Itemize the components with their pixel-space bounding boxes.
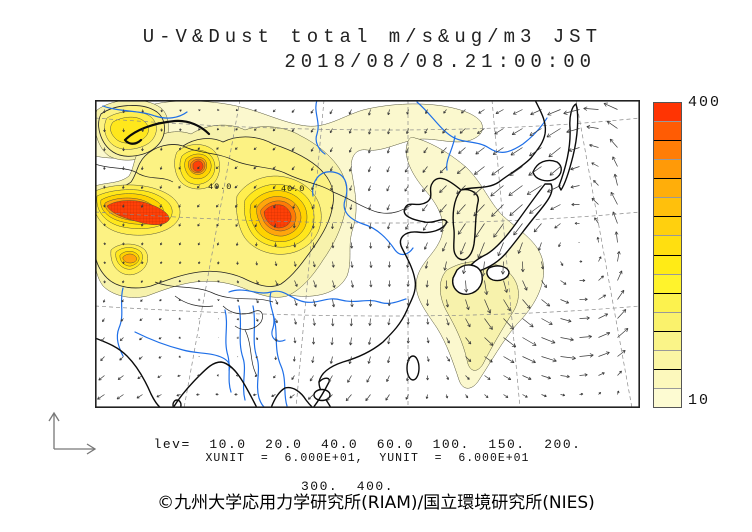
colorbar-cell bbox=[654, 292, 681, 312]
colorbar-cell bbox=[654, 273, 681, 293]
colorbar-cell bbox=[654, 387, 681, 407]
colorbar-cell bbox=[654, 311, 681, 331]
colorbar-max-label: 400 bbox=[688, 94, 722, 111]
colorbar-cell bbox=[654, 349, 681, 369]
colorbar-cell bbox=[654, 254, 681, 274]
colorbar-cell bbox=[654, 216, 681, 236]
colorbar-min-label: 10 bbox=[688, 392, 711, 409]
copyright-text: ©九州大学応用力学研究所(RIAM)/国立環境研究所(NIES) bbox=[157, 493, 595, 513]
svg-text:40.0: 40.0 bbox=[208, 182, 232, 192]
colorbar-cell bbox=[654, 103, 681, 122]
axis-orientation-icon bbox=[48, 411, 97, 455]
colorbar-cell bbox=[654, 235, 681, 255]
lake-balkhash bbox=[123, 119, 211, 145]
country-borders bbox=[95, 145, 414, 377]
plot-title: U-V&Dust total m/s&ug/m3 JST bbox=[142, 26, 602, 48]
map-frame bbox=[95, 100, 640, 408]
colorbar-cell bbox=[654, 159, 681, 179]
levels-line-2: 300. 400. bbox=[300, 479, 394, 494]
plot-datetime: 2018/08/08.21:00:00 bbox=[284, 51, 596, 73]
rivers bbox=[102, 100, 548, 408]
levels-line-1: lev= 10.0 20.0 40.0 60.0 100. 150. 200. bbox=[153, 437, 582, 452]
colorbar bbox=[653, 102, 682, 408]
coastlines bbox=[95, 100, 579, 408]
wind-vector-field bbox=[97, 102, 629, 402]
vector-units-text: XUNIT = 6.000E+01, YUNIT = 6.000E+01 bbox=[205, 452, 530, 465]
colorbar-cell bbox=[654, 121, 681, 141]
colorbar-cell bbox=[654, 178, 681, 198]
colorbar-cell bbox=[654, 368, 681, 388]
colorbar-cell bbox=[654, 197, 681, 217]
map-plot: 40.0 40.0 bbox=[95, 100, 640, 408]
contour-levels-text: lev= 10.0 20.0 40.0 60.0 100. 150. 200. … bbox=[95, 410, 640, 522]
colorbar-cell bbox=[654, 330, 681, 350]
colorbar-cell bbox=[654, 140, 681, 160]
